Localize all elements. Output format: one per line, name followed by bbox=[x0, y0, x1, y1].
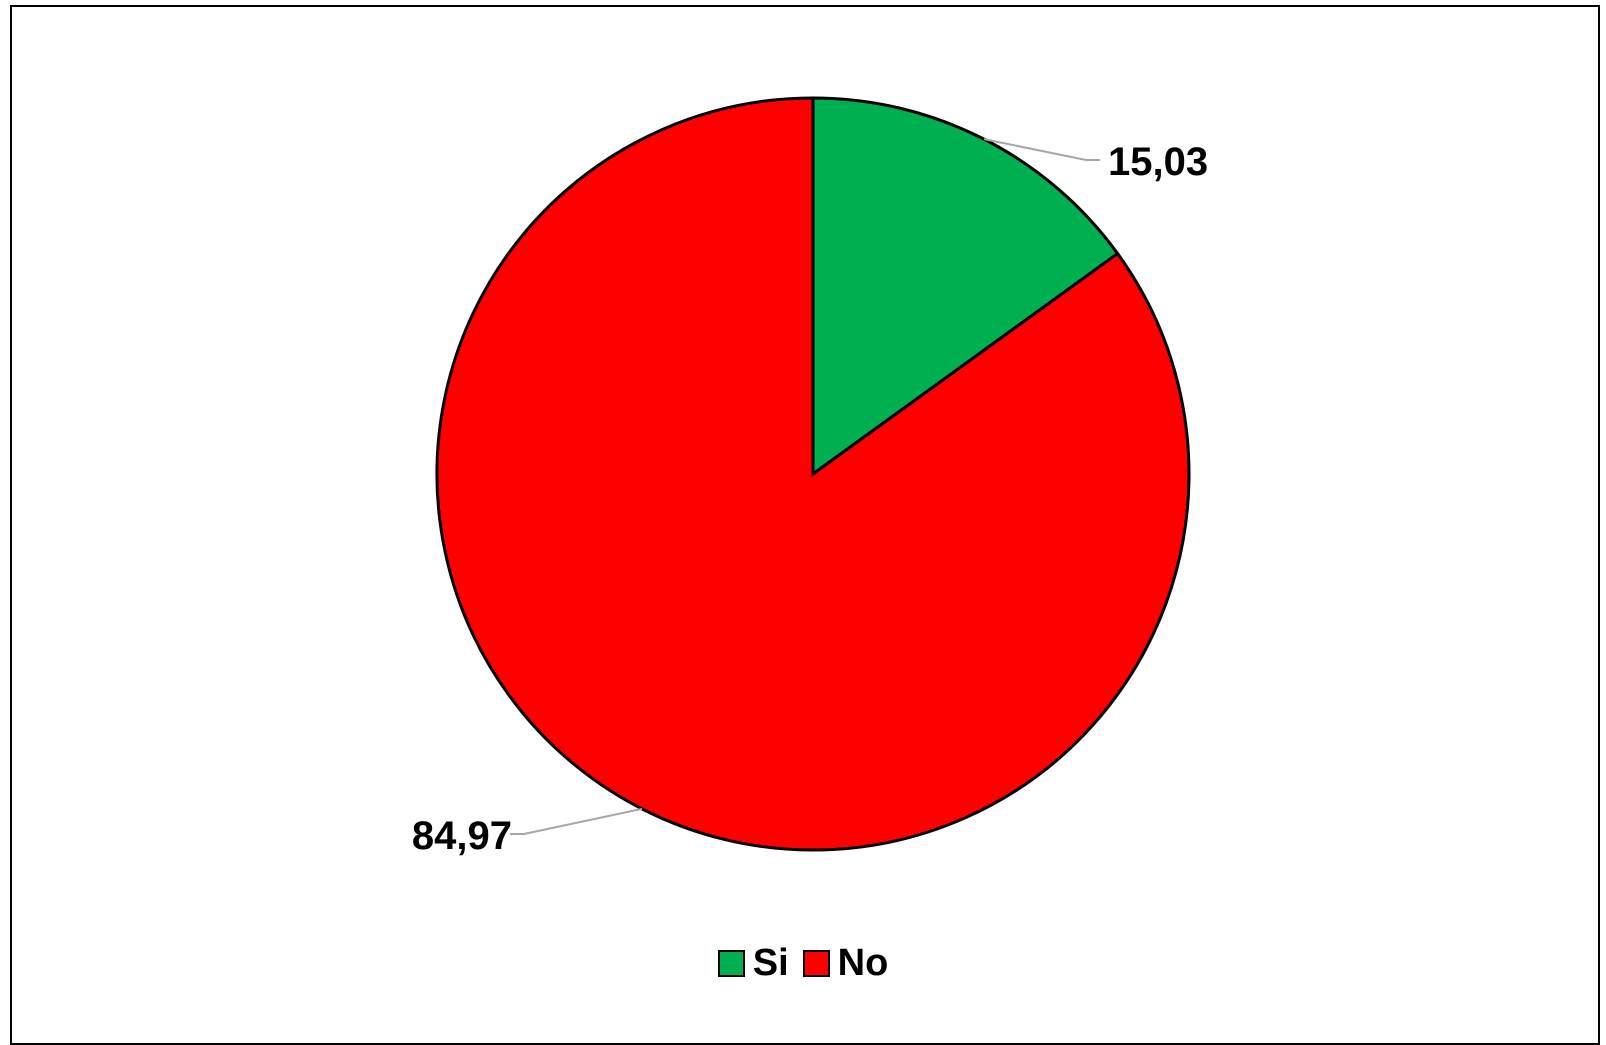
legend-item-no: No bbox=[802, 941, 889, 985]
legend-swatch-no bbox=[802, 949, 830, 977]
data-label-no: 84,97 bbox=[412, 814, 512, 858]
pie-slice-no bbox=[435, 96, 1191, 852]
data-label-si: 15,03 bbox=[1108, 140, 1208, 184]
legend-label-no: No bbox=[837, 941, 889, 984]
leader-line-si bbox=[983, 138, 1100, 161]
legend-swatch-si bbox=[717, 949, 745, 977]
legend-label-si: Si bbox=[752, 941, 789, 984]
leader-line-no bbox=[510, 807, 643, 835]
legend: Si No bbox=[0, 938, 1606, 988]
legend-item-si: Si bbox=[717, 941, 789, 985]
